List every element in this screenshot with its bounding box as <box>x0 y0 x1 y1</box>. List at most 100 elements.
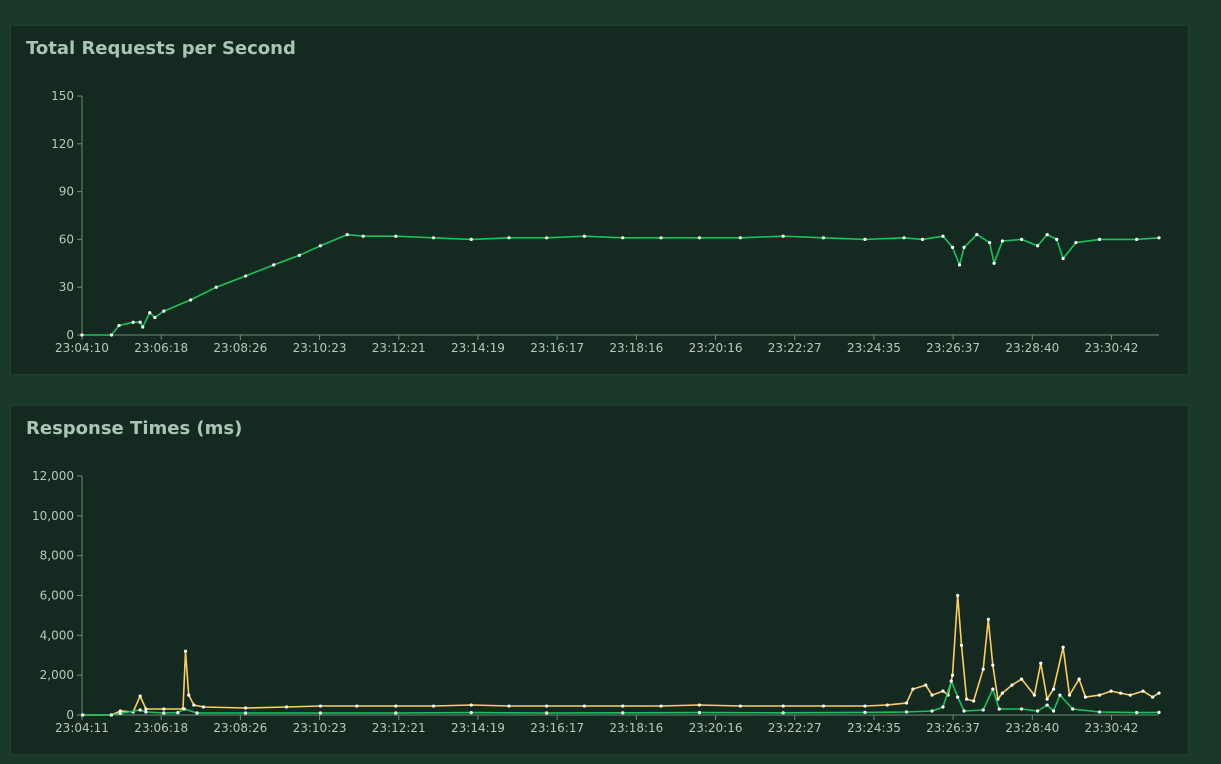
response-times-data-point <box>1071 707 1075 711</box>
requests-data-point <box>582 234 586 238</box>
response-times-data-point <box>981 708 985 712</box>
requests-x-tick-label: 23:30:42 <box>1085 341 1139 355</box>
response-times-data-point <box>949 679 953 683</box>
response-times-series-line-0 <box>82 594 1160 716</box>
response-times-data-point <box>144 707 148 711</box>
requests-data-point <box>1035 244 1040 248</box>
requests-y-tick-label: 120 <box>51 137 74 151</box>
response-times-data-point <box>1097 693 1102 697</box>
response-times-data-point <box>81 713 85 717</box>
response-times-data-point <box>162 707 166 711</box>
response-times-data-point <box>1051 709 1056 713</box>
requests-data-point <box>950 245 955 249</box>
response-times-x-tick-label: 23:22:27 <box>768 721 822 735</box>
requests-data-point <box>345 233 349 237</box>
response-times-data-point <box>469 711 473 715</box>
response-times-data-point <box>1058 693 1062 697</box>
response-times-data-point <box>972 699 976 703</box>
response-times-data-point <box>244 711 248 715</box>
response-times-x-tick-label: 23:14:19 <box>451 721 505 735</box>
response-times-data-point <box>1035 709 1040 713</box>
requests-data-point <box>361 234 365 238</box>
requests-per-second-panel: Total Requests per Second 0 30 60 90 120 150 2… <box>10 25 1189 375</box>
response-times-data-point <box>1128 693 1132 697</box>
requests-chart-title: Total Requests per Second <box>26 38 296 59</box>
response-times-data-point <box>1077 677 1081 681</box>
response-times-data-point <box>394 704 398 708</box>
response-times-data-point <box>885 703 889 707</box>
requests-data-point <box>1055 237 1059 241</box>
requests-data-point <box>621 236 625 240</box>
requests-x-tick-label: 23:24:35 <box>847 341 901 355</box>
response-times-x-tick-label: 23:12:21 <box>372 721 426 735</box>
requests-data-point <box>272 263 276 267</box>
requests-data-point <box>738 236 742 240</box>
response-times-data-point <box>904 701 909 705</box>
requests-x-tick-label: 23:14:19 <box>451 341 505 355</box>
response-times-data-point <box>659 704 663 708</box>
response-times-data-point <box>981 667 985 671</box>
response-times-data-point <box>507 704 511 708</box>
response-times-data-point <box>965 697 969 701</box>
response-times-x-tick-label: 23:26:37 <box>926 721 980 735</box>
requests-data-point <box>1135 237 1139 241</box>
requests-data-point <box>659 236 663 240</box>
response-times-data-point <box>118 711 122 716</box>
requests-data-point <box>109 333 114 337</box>
response-times-y-tick-label: 12,000 <box>32 469 74 483</box>
response-times-data-point <box>904 710 909 714</box>
response-times-y-tick-label: 10,000 <box>32 509 74 523</box>
response-times-data-point <box>545 711 549 715</box>
response-times-data-point <box>1039 661 1043 665</box>
requests-data-point <box>781 234 785 238</box>
requests-data-point <box>189 298 193 302</box>
response-times-data-point <box>545 704 549 708</box>
response-times-x-tick-label: 23:28:40 <box>1005 721 1059 735</box>
response-times-y-tick-label: 4,000 <box>40 628 74 642</box>
response-times-data-point <box>781 711 785 715</box>
response-times-x-tick-label: 23:10:23 <box>293 721 347 735</box>
requests-data-point <box>1061 256 1065 261</box>
requests-x-tick-label: 23:06:18 <box>134 341 188 355</box>
response-times-data-point <box>941 689 945 693</box>
requests-x-tick-label: 23:20:16 <box>689 341 743 355</box>
response-times-data-point <box>109 713 114 717</box>
requests-y-tick-label: 30 <box>59 280 74 294</box>
requests-data-point <box>697 236 702 240</box>
response-times-x-tick-label: 23:30:42 <box>1085 721 1139 735</box>
requests-data-point <box>1000 239 1005 243</box>
requests-data-point <box>131 320 135 324</box>
response-times-x-tick-label: 23:18:16 <box>609 721 663 735</box>
response-times-y-tick-label: 2,000 <box>40 668 74 682</box>
response-times-data-point <box>1157 710 1161 715</box>
requests-x-tick-label: 23:10:23 <box>293 341 347 355</box>
response-times-data-point <box>821 704 826 708</box>
response-times-data-point <box>195 711 199 715</box>
response-times-y-tick-label: 0 <box>66 708 74 722</box>
requests-data-point <box>153 315 157 320</box>
requests-data-point <box>214 285 218 289</box>
response-times-data-point <box>318 704 323 708</box>
response-times-data-point <box>469 703 473 707</box>
response-times-x-tick-label: 23:16:17 <box>530 721 584 735</box>
response-times-y-tick-label: 8,000 <box>40 549 74 563</box>
requests-x-tick-label: 23:04:10 <box>55 341 109 355</box>
requests-data-point <box>1097 237 1102 241</box>
response-times-data-point <box>997 707 1001 711</box>
requests-x-tick-label: 23:22:27 <box>768 341 822 355</box>
response-times-data-point <box>318 711 323 715</box>
requests-series-line-0 <box>82 233 1160 336</box>
requests-data-point <box>1157 236 1161 240</box>
requests-data-point <box>975 233 979 237</box>
response-times-data-point <box>863 704 867 708</box>
response-times-data-point <box>1109 689 1113 693</box>
response-times-data-point <box>697 711 702 715</box>
response-times-data-point <box>941 705 945 709</box>
requests-x-tick-label: 23:12:21 <box>372 341 426 355</box>
response-times-data-point <box>1067 693 1072 697</box>
response-times-data-point <box>621 704 625 708</box>
response-times-data-point <box>1000 691 1005 695</box>
response-times-data-point <box>182 707 186 711</box>
response-times-data-point <box>138 708 142 712</box>
requests-data-point <box>318 244 323 248</box>
